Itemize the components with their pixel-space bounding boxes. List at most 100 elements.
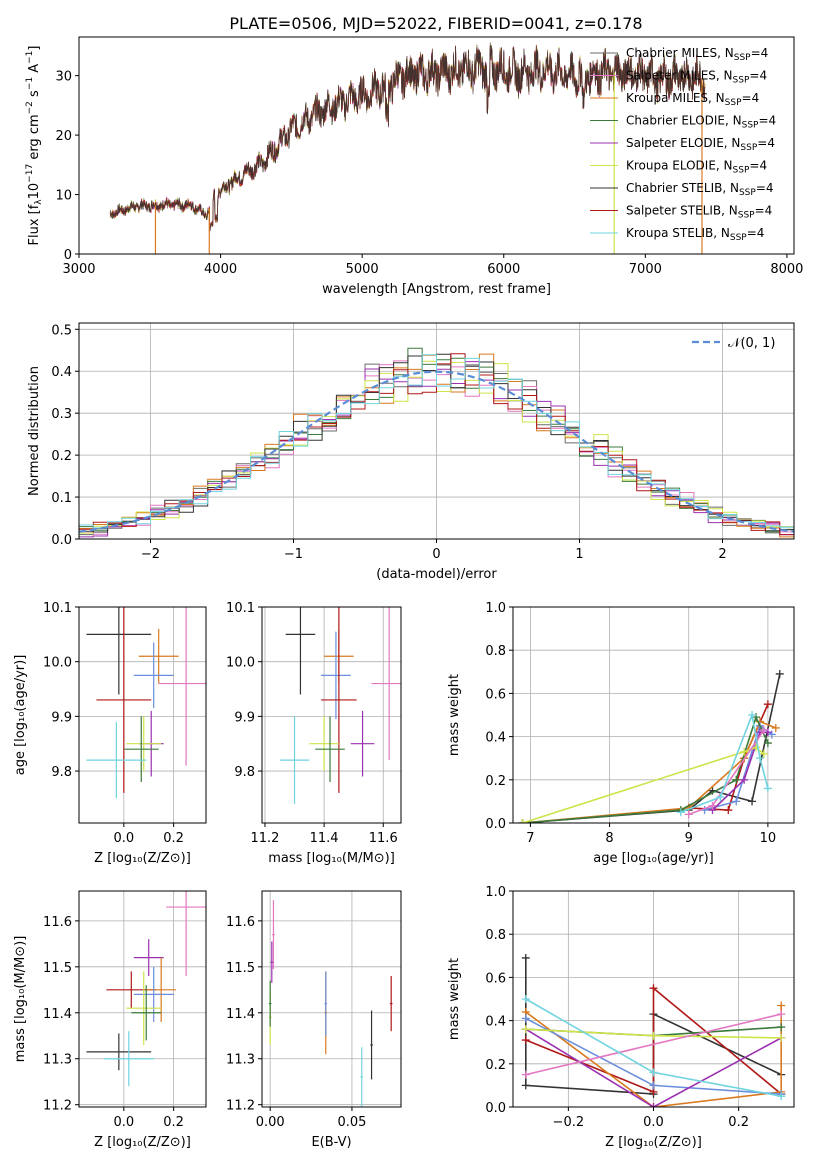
tick-label-y: 0.6 [485,971,506,986]
tick-label-y: 0.2 [51,449,72,464]
legend-subscript: SSP [738,211,755,221]
legend-subscript: SSP [733,166,750,176]
chart-residuals: 𝒩(0, 1) −2 −1 0 1 2 0.0 0.1 0.2 0.3 0.4 0.5 (data-mo… [27,322,795,582]
x-axis-label: Z [log₁₀(Z/Z⊙)] [94,1135,191,1150]
y-axis-label-part: −17 [25,164,35,183]
y-axis-label-part: −1 [25,77,35,90]
tick-label-x: 9 [685,831,693,846]
y-axis-label-part: −1 [25,51,35,64]
tick-label-y: 30 [55,70,72,85]
plot-area-residuals [79,347,794,538]
tick-label-y: 9.8 [234,765,255,780]
legend-label: Chabrier MILES, N [626,46,734,60]
spectrum-line-6 [109,44,706,232]
chart-mass-vs-EBV: 0.00 0.05 11.2 11.3 11.4 11.5 11.6 E(B-V) [226,890,402,1150]
weight-marker [684,810,693,819]
tick-label-y: 10.1 [43,601,72,616]
tick-label-y: 0.0 [485,1101,506,1116]
legend-subscript: SSP [725,98,742,108]
tick-label-y: 0.1 [51,491,72,506]
legend-label: Salpeter STELIB, N [626,204,738,218]
legend-subscript: SSP [742,121,759,131]
tick-label-x: 2 [718,547,726,562]
tick-label-y: 11.3 [43,1053,72,1068]
y-axis-label-part: s [27,90,42,101]
figure-title: PLATE=0506, MJD=52022, FIBERID=0041, z=0… [229,14,642,33]
tick-label-y: 11.4 [43,1007,72,1022]
tick-label-y: 0.8 [485,644,506,659]
legend-suffix: =4 [758,114,776,128]
legend-entry: 𝒩(0, 1) [728,336,775,351]
tick-label-x: 11.2 [250,831,279,846]
legend-entry: Chabrier MILES, NSSP=4 [626,46,768,63]
legend-entry: Chabrier STELIB, NSSP=4 [626,181,774,198]
axes-frame [261,890,402,1108]
weight-marker [676,808,685,817]
tick-label-x: 3000 [62,262,95,277]
histogram-series-8 [79,354,794,529]
y-axis-label: Flux [fλ10−17 erg cm−2 s−1 A−1] [25,46,44,246]
plot-area-spectrum [109,42,706,254]
weight-marker [777,1001,786,1010]
tick-label-y: 0.2 [485,1058,506,1073]
y-axis-label-part: 10 [27,183,42,200]
y-axis-label: Normed distribution [27,366,42,496]
legend-entry: Salpeter ELODIE, NSSP=4 [626,136,775,153]
tick-label-y: 11.5 [226,961,255,976]
weight-marker [649,1031,658,1040]
weight-marker [716,793,725,802]
weight-marker [518,819,527,823]
legend-entry: Salpeter MILES, NSSP=4 [626,69,767,86]
plot-area-weight-vs-age [518,669,784,823]
tick-label-x: 7000 [629,262,662,277]
tick-label-y: 0.2 [485,774,506,789]
weight-marker [777,1023,786,1032]
tick-label-y: 10.1 [226,601,255,616]
chart-weight-vs-Z: −0.2 0.0 0.2 0.0 0.2 0.4 0.6 0.8 1.0 Z [log₁₀(Z/Z… [447,885,795,1150]
chart-age-vs-mass: 11.2 11.4 11.6 9.8 9.9 10.0 10.1 mass [log₁₀(M/… [226,601,402,866]
plot-area-age-vs-Z [86,607,206,799]
weight-marker [759,726,768,735]
x-axis-label: Z [log₁₀(Z/Z⊙)] [605,1135,702,1150]
tick-label-y: 11.3 [226,1053,255,1068]
weight-marker [521,1025,530,1034]
axes-frame [512,606,795,824]
tick-label-x: −2 [141,547,160,562]
axes-frame [78,606,207,824]
chart-age-vs-Z: 0.0 0.2 9.8 9.9 10.0 10.1 Z [log₁₀(Z/Z⊙)] age [… [13,601,207,866]
x-axis-label: Z [log₁₀(Z/Z⊙)] [94,851,191,866]
tick-label-y: 10.0 [43,656,72,671]
legend-subscript: SSP [730,233,747,243]
y-axis-label-part: λ [34,199,44,205]
tick-label-x: 1 [575,547,583,562]
plot-area-weight-vs-Z [521,953,786,1107]
weight-marker [777,1033,786,1042]
tick-label-x: −0.2 [553,1115,585,1130]
y-axis-label-part: ] [27,46,42,51]
tick-label-y: 0.4 [485,1015,506,1030]
weight-marker [748,711,757,719]
legend-suffix: =4 [747,226,765,240]
weight-marker [521,1036,530,1045]
legend-label: Chabrier ELODIE, N [626,114,742,128]
normal-reference-curve [79,370,794,533]
chart-weight-vs-age: 7 8 9 10 0.0 0.2 0.4 0.6 0.8 1.0 age [log₁₀(age/yr… [447,601,795,866]
weight-marker [748,797,757,806]
tick-label-y: 0.3 [51,407,72,422]
weight-marker [649,1068,658,1077]
tick-label-y: 0.6 [485,687,506,702]
tick-label-x: 11.6 [369,831,398,846]
tick-label-y: 10 [55,189,72,204]
legend-label: Salpeter MILES, N [626,69,733,83]
y-axis-label-part: −2 [25,101,35,114]
tick-label-x: 0.05 [337,1115,366,1130]
tick-label-x: 4000 [204,262,237,277]
y-axis-label-part: A [27,64,42,77]
weight-marker [724,806,733,815]
legend-entry: Kroupa MILES, NSSP=4 [626,91,759,108]
weight-line-7 [525,1013,782,1076]
weight-marker [775,669,784,678]
tick-label-x: 8000 [770,262,803,277]
